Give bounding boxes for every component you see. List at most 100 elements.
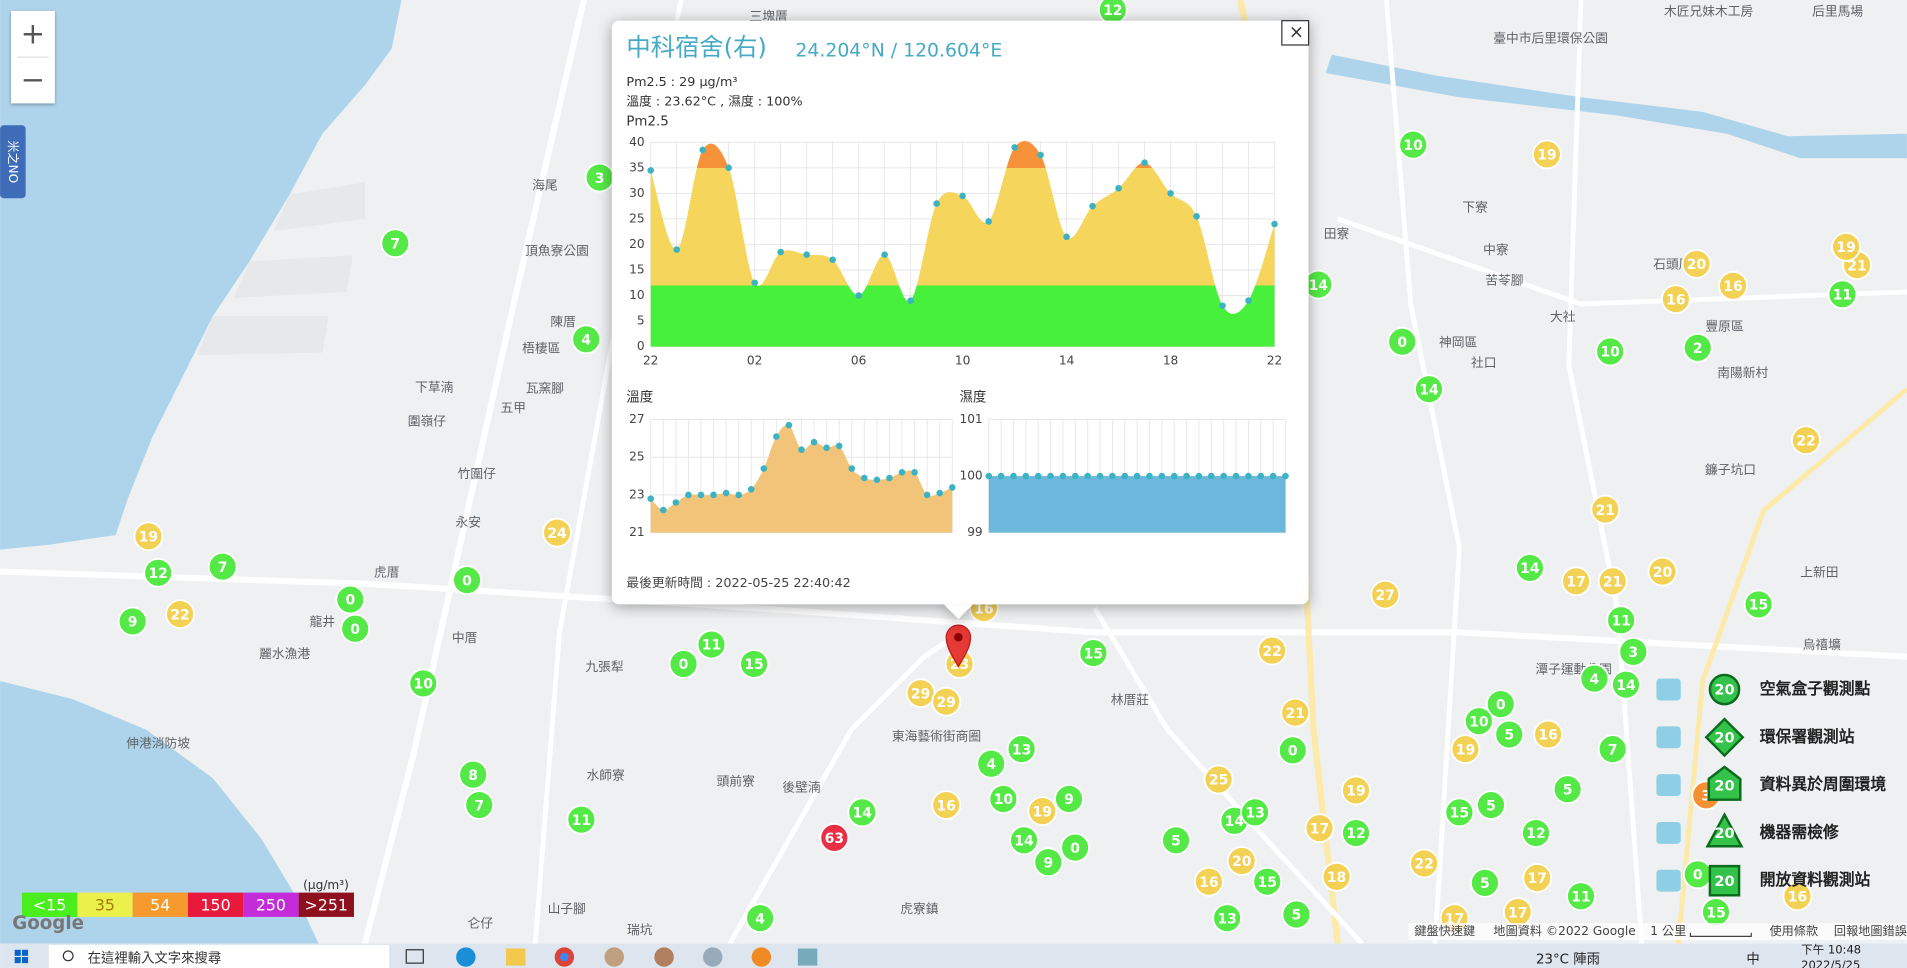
station-marker[interactable]: 4	[1579, 663, 1610, 694]
station-marker[interactable]: 22	[1409, 848, 1440, 879]
zoom-in[interactable]: +	[21, 16, 45, 50]
station-marker[interactable]: 11	[696, 629, 727, 660]
close-button[interactable]: ×	[1289, 22, 1304, 43]
station-marker[interactable]: 11	[1827, 279, 1858, 310]
legend-item[interactable]: 20 資料異於周圍環境	[1656, 765, 1886, 801]
station-marker[interactable]: 19	[1027, 796, 1058, 827]
station-marker[interactable]: 5	[1161, 825, 1191, 856]
station-marker[interactable]: 21	[1280, 697, 1311, 728]
shortcuts[interactable]: 鍵盤快速鍵	[1414, 923, 1475, 938]
station-marker[interactable]: 5	[1552, 774, 1583, 805]
ime[interactable]: 中	[1746, 951, 1759, 967]
station-marker[interactable]: 15	[1743, 589, 1774, 620]
station-marker[interactable]: 9	[1054, 784, 1084, 814]
station-marker[interactable]: 22	[1257, 635, 1288, 666]
station-marker[interactable]: 2	[1682, 332, 1713, 363]
station-marker[interactable]: 21	[1590, 494, 1621, 525]
station-marker[interactable]: 13	[1212, 903, 1243, 934]
station-marker[interactable]: 0	[1682, 859, 1713, 890]
station-marker[interactable]: 7	[464, 790, 495, 820]
zoom-out[interactable]: −	[21, 62, 45, 96]
station-marker[interactable]: 18	[1321, 861, 1352, 892]
station-marker[interactable]: 14	[847, 797, 878, 828]
close-box[interactable]	[1281, 20, 1310, 46]
station-marker[interactable]: 17	[1502, 897, 1533, 927]
station-marker[interactable]: 0	[1387, 326, 1418, 357]
station-marker[interactable]: 5	[1494, 719, 1525, 750]
station-marker[interactable]: 11	[1606, 605, 1637, 636]
station-marker[interactable]: 16	[1718, 270, 1748, 301]
station-marker[interactable]: 19	[1831, 231, 1861, 262]
app-1[interactable]	[604, 947, 624, 967]
station-marker[interactable]: 11	[566, 804, 597, 835]
app-blender[interactable]	[751, 947, 772, 967]
station-marker[interactable]: 7	[380, 228, 411, 259]
station-marker[interactable]: 14	[1414, 374, 1444, 405]
station-marker[interactable]: 16	[1660, 284, 1691, 315]
start-button[interactable]	[14, 949, 29, 964]
station-marker[interactable]: 15	[1444, 797, 1475, 828]
station-marker[interactable]: 8	[458, 759, 489, 790]
station-marker[interactable]: 5	[1281, 899, 1312, 930]
station-marker[interactable]: 0	[340, 613, 371, 644]
station-marker[interactable]: 10	[408, 668, 439, 699]
station-marker[interactable]: 15	[739, 649, 769, 679]
station-marker[interactable]: 0	[1060, 832, 1091, 863]
app-explorer[interactable]	[505, 948, 526, 966]
legend-item[interactable]: 20 環保署觀測站	[1656, 717, 1855, 758]
station-marker[interactable]: 10	[988, 784, 1019, 814]
station-marker[interactable]: 20	[1647, 556, 1678, 587]
station-marker[interactable]: 4	[571, 324, 602, 355]
app-4[interactable]	[797, 948, 818, 966]
station-marker[interactable]: 11	[1566, 881, 1596, 912]
clock-time[interactable]: 下午 10:48	[1801, 942, 1861, 956]
station-marker[interactable]: 0	[1277, 735, 1308, 766]
station-marker[interactable]: 17	[1561, 566, 1592, 597]
station-marker[interactable]: 5	[1476, 790, 1506, 820]
station-marker[interactable]: 3	[584, 162, 615, 193]
station-marker[interactable]: 3	[1618, 636, 1649, 667]
app-2[interactable]	[654, 947, 674, 967]
station-marker[interactable]: 29	[905, 678, 936, 709]
station-marker[interactable]: 27	[1370, 579, 1401, 610]
station-marker[interactable]: 12	[1341, 818, 1371, 848]
station-marker[interactable]: 4	[976, 748, 1007, 779]
station-marker[interactable]: 16	[1533, 719, 1564, 750]
task-view[interactable]	[405, 949, 424, 964]
app-3[interactable]	[702, 947, 723, 967]
station-marker[interactable]: 5	[1470, 867, 1500, 898]
station-marker[interactable]: 13	[1006, 734, 1037, 765]
weather[interactable]: 23°C 陣雨	[1536, 951, 1600, 967]
legend-item[interactable]: 20 空氣盒子觀測點	[1656, 673, 1871, 706]
side-tab[interactable]	[0, 125, 26, 199]
station-marker[interactable]: 16	[1782, 881, 1813, 912]
station-marker[interactable]: 0	[668, 649, 699, 679]
station-marker[interactable]: 19	[1532, 139, 1562, 170]
search-box[interactable]	[48, 944, 390, 968]
station-marker[interactable]: 9	[1033, 847, 1064, 878]
location-pin[interactable]	[945, 624, 972, 668]
station-marker[interactable]: 10	[1463, 706, 1494, 737]
station-marker[interactable]: 14	[1009, 825, 1039, 856]
station-marker[interactable]: 19	[1341, 775, 1371, 806]
station-marker[interactable]: 0	[1485, 689, 1516, 720]
station-marker[interactable]: 13	[1240, 797, 1270, 828]
station-marker[interactable]: 15	[1252, 866, 1283, 897]
station-marker[interactable]: 15	[1078, 638, 1109, 668]
station-marker[interactable]: 20	[1681, 248, 1712, 279]
station-marker[interactable]: 15	[1701, 897, 1731, 927]
station-marker[interactable]: 16	[1193, 866, 1224, 897]
station-marker[interactable]: 25	[1203, 764, 1234, 795]
station-marker[interactable]: 24	[542, 517, 572, 548]
station-marker[interactable]: 22	[165, 599, 195, 630]
side-tab-label[interactable]: 米之NO	[6, 140, 20, 183]
report[interactable]: 回報地圖錯誤	[1834, 923, 1907, 938]
station-marker[interactable]: 29	[931, 686, 962, 717]
station-marker[interactable]: 10	[1595, 336, 1626, 367]
station-marker[interactable]: 7	[207, 551, 238, 582]
legend-item[interactable]: 20 開放資料觀測站	[1656, 864, 1871, 897]
station-marker[interactable]: 19	[133, 521, 164, 552]
station-marker[interactable]: 63	[819, 822, 850, 853]
station-marker[interactable]: 21	[1597, 566, 1628, 597]
station-marker[interactable]: 12	[1521, 818, 1551, 848]
